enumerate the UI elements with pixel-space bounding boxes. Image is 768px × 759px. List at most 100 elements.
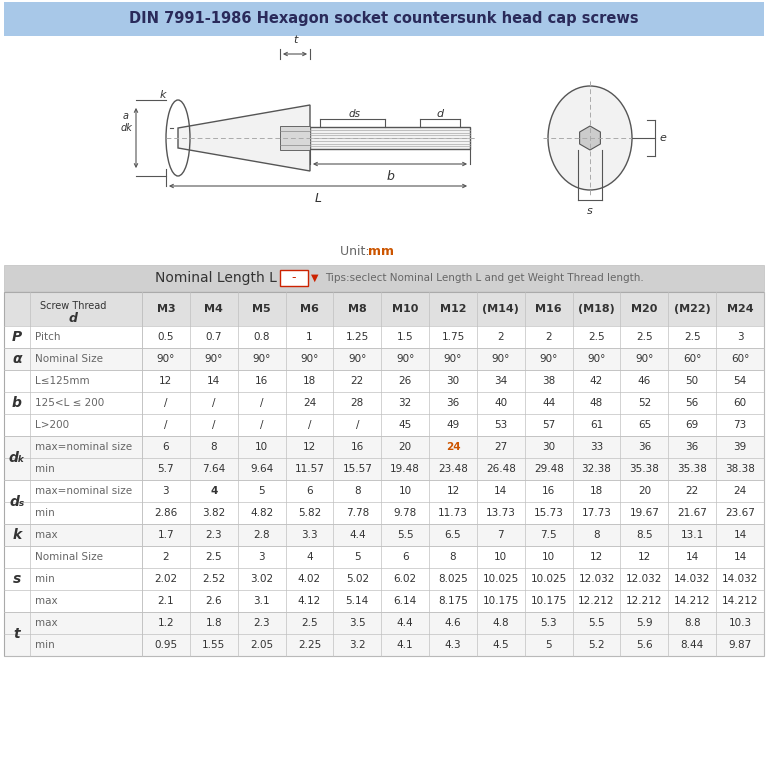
Text: 4.5: 4.5 — [492, 640, 509, 650]
Text: 6: 6 — [306, 486, 313, 496]
Text: 9.64: 9.64 — [250, 464, 273, 474]
Text: ▼: ▼ — [311, 273, 319, 283]
Text: 90°: 90° — [444, 354, 462, 364]
Text: 1: 1 — [306, 332, 313, 342]
Text: 42: 42 — [590, 376, 603, 386]
Text: 90°: 90° — [539, 354, 558, 364]
Bar — [310, 127, 470, 149]
Text: d: d — [68, 312, 78, 325]
Text: b: b — [12, 396, 22, 410]
Text: 8: 8 — [593, 530, 600, 540]
Text: 10.175: 10.175 — [531, 596, 567, 606]
Text: 6.5: 6.5 — [445, 530, 462, 540]
Text: max=nominal size: max=nominal size — [35, 442, 132, 452]
Text: M5: M5 — [253, 304, 271, 314]
Text: L>200: L>200 — [35, 420, 69, 430]
Bar — [4, 265, 764, 291]
Text: 14.032: 14.032 — [722, 574, 758, 584]
Text: (M14): (M14) — [482, 304, 519, 314]
Text: /: / — [164, 398, 167, 408]
Text: 2: 2 — [545, 332, 552, 342]
Text: 14.212: 14.212 — [674, 596, 710, 606]
Text: 4.4: 4.4 — [397, 618, 413, 628]
Text: 2.3: 2.3 — [206, 530, 222, 540]
Text: 13.73: 13.73 — [486, 508, 516, 518]
Text: -: - — [292, 272, 296, 285]
Text: 15.73: 15.73 — [534, 508, 564, 518]
Bar — [4, 292, 764, 656]
Text: 12.032: 12.032 — [626, 574, 663, 584]
Text: 7.64: 7.64 — [202, 464, 225, 474]
Text: 36: 36 — [686, 442, 699, 452]
Text: 2.5: 2.5 — [684, 332, 700, 342]
Text: 4.82: 4.82 — [250, 508, 273, 518]
Text: 45: 45 — [399, 420, 412, 430]
Text: Nominal Size: Nominal Size — [35, 552, 103, 562]
Text: 2.5: 2.5 — [636, 332, 653, 342]
Text: 18: 18 — [590, 486, 603, 496]
Text: 14: 14 — [495, 486, 508, 496]
Text: dₖ: dₖ — [8, 451, 25, 465]
Text: 12: 12 — [446, 486, 459, 496]
Text: 0.95: 0.95 — [154, 640, 177, 650]
Text: t: t — [293, 35, 297, 45]
Text: M6: M6 — [300, 304, 319, 314]
Text: 8.175: 8.175 — [438, 596, 468, 606]
Text: 56: 56 — [686, 398, 699, 408]
Text: 11.57: 11.57 — [294, 464, 324, 474]
Text: a: a — [123, 111, 129, 121]
Text: k: k — [160, 90, 166, 100]
Text: 61: 61 — [590, 420, 603, 430]
Text: (M18): (M18) — [578, 304, 615, 314]
Text: 90°: 90° — [348, 354, 366, 364]
Text: DIN 7991-1986 Hexagon socket countersunk head cap screws: DIN 7991-1986 Hexagon socket countersunk… — [129, 11, 639, 27]
Bar — [4, 292, 764, 326]
Text: 60°: 60° — [731, 354, 750, 364]
Text: 5.3: 5.3 — [541, 618, 557, 628]
Text: 1.8: 1.8 — [206, 618, 222, 628]
Text: 5.6: 5.6 — [636, 640, 653, 650]
Text: 60°: 60° — [683, 354, 701, 364]
Text: 8.025: 8.025 — [438, 574, 468, 584]
Text: /: / — [260, 398, 263, 408]
Text: 2.1: 2.1 — [157, 596, 174, 606]
Text: 14: 14 — [686, 552, 699, 562]
Text: 12: 12 — [303, 442, 316, 452]
Text: 24: 24 — [733, 486, 746, 496]
Text: 38.38: 38.38 — [725, 464, 755, 474]
Text: 7: 7 — [498, 530, 504, 540]
Text: 57: 57 — [542, 420, 555, 430]
Text: 19.48: 19.48 — [390, 464, 420, 474]
Text: 90°: 90° — [492, 354, 510, 364]
Text: M24: M24 — [727, 304, 753, 314]
Text: 2.5: 2.5 — [301, 618, 318, 628]
Bar — [280, 126, 310, 150]
Text: mm: mm — [368, 245, 394, 258]
Text: min: min — [35, 464, 55, 474]
Text: max: max — [35, 618, 58, 628]
Text: 5.5: 5.5 — [397, 530, 413, 540]
Text: max=nominal size: max=nominal size — [35, 486, 132, 496]
Text: 90°: 90° — [588, 354, 606, 364]
Bar — [4, 370, 764, 436]
Bar — [4, 2, 764, 36]
Text: 18: 18 — [303, 376, 316, 386]
Text: 60: 60 — [733, 398, 746, 408]
Text: 10: 10 — [255, 442, 268, 452]
Text: 3.2: 3.2 — [349, 640, 366, 650]
Text: 8.44: 8.44 — [680, 640, 703, 650]
Text: 2.8: 2.8 — [253, 530, 270, 540]
Text: 1.2: 1.2 — [157, 618, 174, 628]
Text: /: / — [164, 420, 167, 430]
Text: 20: 20 — [637, 486, 651, 496]
Text: M12: M12 — [440, 304, 466, 314]
Text: 7.5: 7.5 — [541, 530, 557, 540]
Text: 4.8: 4.8 — [492, 618, 509, 628]
Text: 90°: 90° — [253, 354, 271, 364]
Text: 22: 22 — [686, 486, 699, 496]
Text: 5.7: 5.7 — [157, 464, 174, 474]
Text: 8: 8 — [354, 486, 361, 496]
Text: 54: 54 — [733, 376, 746, 386]
Text: 33: 33 — [590, 442, 603, 452]
Text: k: k — [12, 528, 22, 542]
